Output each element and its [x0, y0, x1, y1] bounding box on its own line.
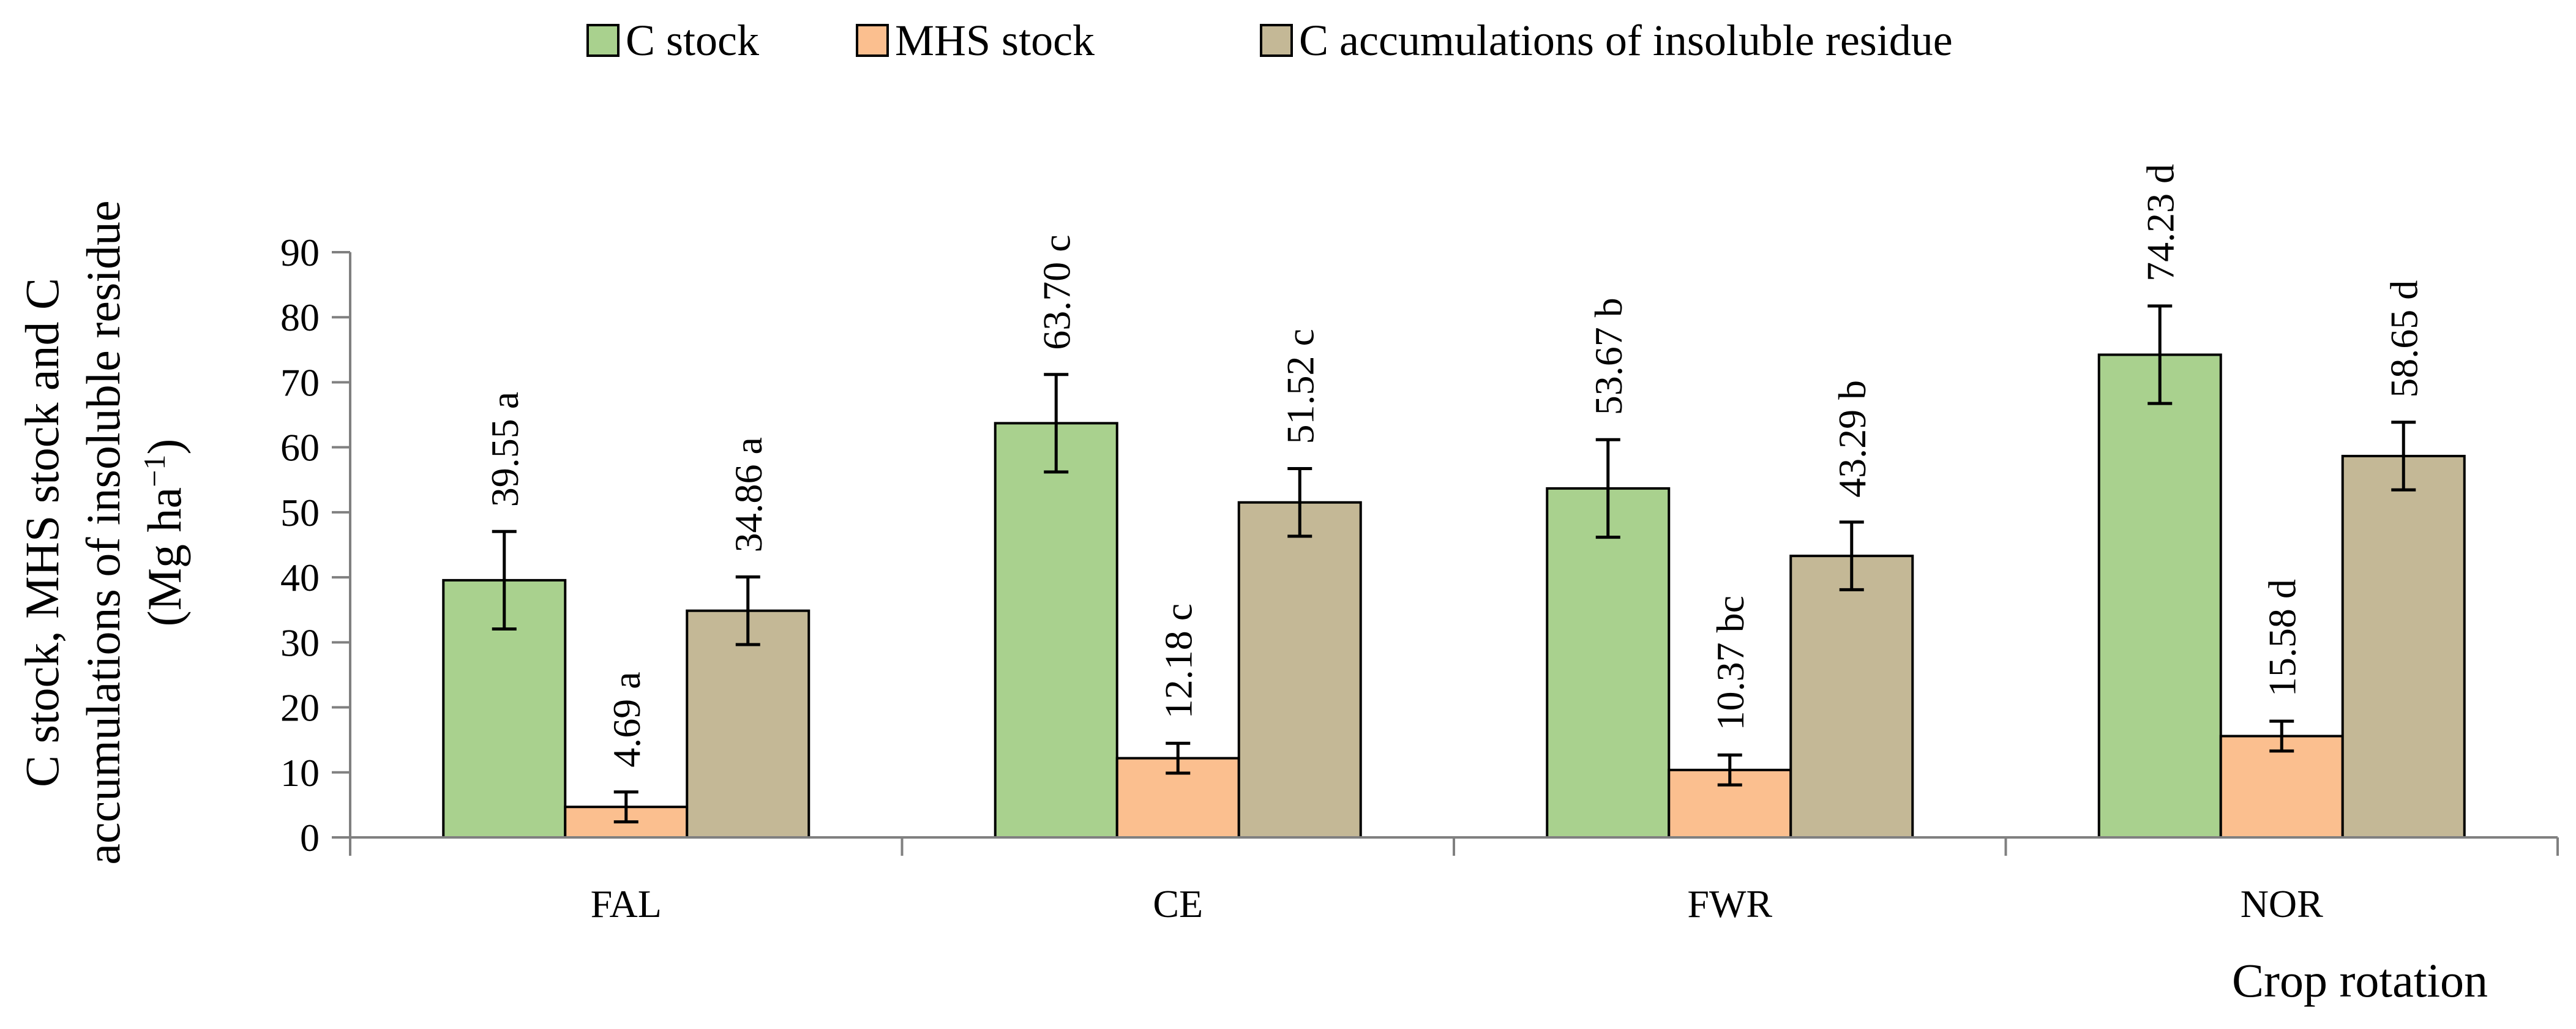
data-label: 10.37 bc: [1709, 596, 1752, 730]
data-label: 63.70 c: [1035, 234, 1078, 350]
data-label: 12.18 c: [1156, 604, 1200, 719]
data-label: 34.86 a: [727, 437, 770, 552]
y-axis: 0 10 20 30 40 50 60 70 80 90: [280, 231, 351, 859]
x-tick-label: CE: [1153, 882, 1203, 926]
legend-label: C stock: [626, 16, 759, 65]
y-tick-label: 0: [300, 816, 320, 859]
bar: [2341, 455, 2466, 839]
data-label: 74.23 d: [2138, 164, 2182, 282]
y-tick-label: 50: [280, 491, 320, 534]
y-tick-label: 20: [280, 686, 320, 730]
data-label: 4.69 a: [605, 672, 648, 767]
bar: [1237, 501, 1362, 839]
legend-swatch: [856, 24, 889, 57]
data-label: 43.29 b: [1830, 380, 1874, 498]
y-tick-label: 40: [280, 556, 320, 599]
y-axis-title-line-1: C stock, MHS stock and C: [15, 278, 69, 787]
bar: [1789, 555, 1914, 839]
legend-label: C accumulations of insoluble residue: [1299, 16, 1953, 65]
x-tick-label: FWR: [1687, 882, 1772, 926]
y-tick-label: 30: [280, 621, 320, 664]
bar: [2219, 735, 2344, 839]
y-axis-title: C stock, MHS stock and C accumulations o…: [15, 200, 191, 864]
data-label: 58.65 d: [2382, 280, 2425, 398]
legend-label: MHS stock: [895, 16, 1095, 65]
y-tick-label: 10: [280, 751, 320, 795]
y-axis-title-unit-suffix: ): [138, 439, 191, 455]
bar: [994, 422, 1118, 839]
y-axis-title-unit-prefix: (Mg ha: [138, 487, 191, 626]
x-tick-label: NOR: [2241, 882, 2323, 926]
y-tick-label: 70: [280, 361, 320, 404]
data-label: 39.55 a: [483, 392, 526, 507]
legend-swatch: [1260, 24, 1293, 57]
data-label: 15.58 d: [2260, 579, 2304, 697]
legend-swatch: [586, 24, 620, 57]
y-tick-label: 90: [280, 231, 320, 274]
x-axis-title: Crop rotation: [2232, 954, 2488, 1007]
y-tick-label: 60: [280, 426, 320, 470]
y-axis-title-unit-superscript: −1: [137, 455, 171, 487]
y-axis-title-line-2: accumulations of insoluble residue: [77, 200, 130, 864]
data-label: 53.67 b: [1587, 297, 1630, 415]
y-axis-title-line-3: (Mg ha−1): [137, 439, 191, 627]
bars-group: 39.55 a 4.69 a 34.86 a 63.70 c 12.18 c 51.52 …: [442, 164, 2466, 839]
x-axis: FAL CE FWR NOR: [349, 836, 2559, 926]
bar: [2097, 353, 2222, 839]
data-label: 51.52 c: [1278, 329, 1322, 444]
bar: [1546, 487, 1671, 839]
y-tick-label: 80: [280, 296, 320, 339]
x-tick-label: FAL: [591, 882, 662, 926]
legend: C stock MHS stock C accumulations of insol…: [586, 16, 1953, 65]
bar: [686, 609, 811, 839]
